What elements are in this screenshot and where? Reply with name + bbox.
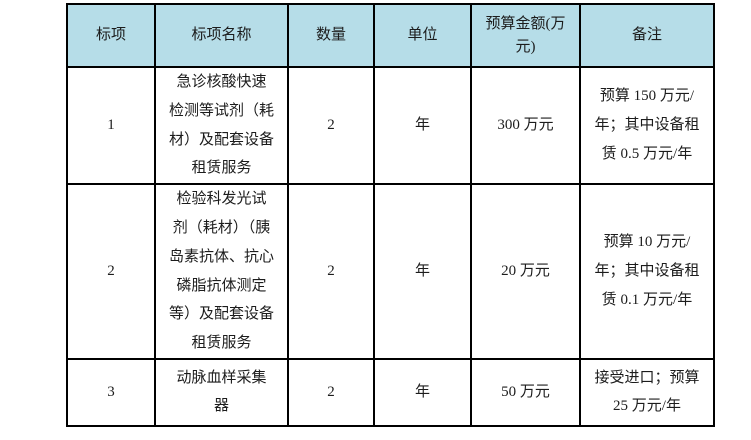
table-header-row: 标项 标项名称 数量 单位 预算金额(万 元) 备注: [66, 3, 715, 68]
header-cell-item-name: 标项名称: [154, 3, 289, 68]
cell-unit: 年: [373, 357, 472, 427]
cell-remarks: 预算 10 万元/ 年；其中设备租 赁 0.1 万元/年: [579, 183, 715, 360]
cell-budget: 20 万元: [470, 183, 581, 360]
cell-budget: 300 万元: [470, 65, 581, 186]
cell-quantity: 2: [287, 65, 375, 186]
header-cell-remarks: 备注: [579, 3, 715, 68]
table-row: 1 急诊核酸快速 检测等试剂（耗 材）及配套设备 租赁服务 2 年 300 万元…: [66, 65, 715, 186]
cell-remarks: 预算 150 万元/ 年；其中设备租 赁 0.5 万元/年: [579, 65, 715, 186]
cell-remarks: 接受进口；预算 25 万元/年: [579, 357, 715, 427]
cell-item-name: 急诊核酸快速 检测等试剂（耗 材）及配套设备 租赁服务: [154, 65, 289, 186]
header-cell-item-no: 标项: [66, 3, 156, 68]
header-cell-unit: 单位: [373, 3, 472, 68]
cell-budget: 50 万元: [470, 357, 581, 427]
cell-unit: 年: [373, 183, 472, 360]
cell-quantity: 2: [287, 183, 375, 360]
cell-item-no: 3: [66, 357, 156, 427]
cell-item-no: 2: [66, 183, 156, 360]
cell-item-name: 检验科发光试 剂（耗材）（胰 岛素抗体、抗心 磷脂抗体测定 等）及配套设备 租赁…: [154, 183, 289, 360]
cell-item-no: 1: [66, 65, 156, 186]
cell-quantity: 2: [287, 357, 375, 427]
table-row: 2 检验科发光试 剂（耗材）（胰 岛素抗体、抗心 磷脂抗体测定 等）及配套设备 …: [66, 183, 715, 360]
cell-item-name: 动脉血样采集 器: [154, 357, 289, 427]
cell-unit: 年: [373, 65, 472, 186]
procurement-items-table: 标项 标项名称 数量 单位 预算金额(万 元) 备注 1 急诊核酸快速 检测等试…: [66, 3, 715, 427]
header-cell-budget: 预算金额(万 元): [470, 3, 581, 68]
table-row: 3 动脉血样采集 器 2 年 50 万元 接受进口；预算 25 万元/年: [66, 357, 715, 427]
header-cell-quantity: 数量: [287, 3, 375, 68]
